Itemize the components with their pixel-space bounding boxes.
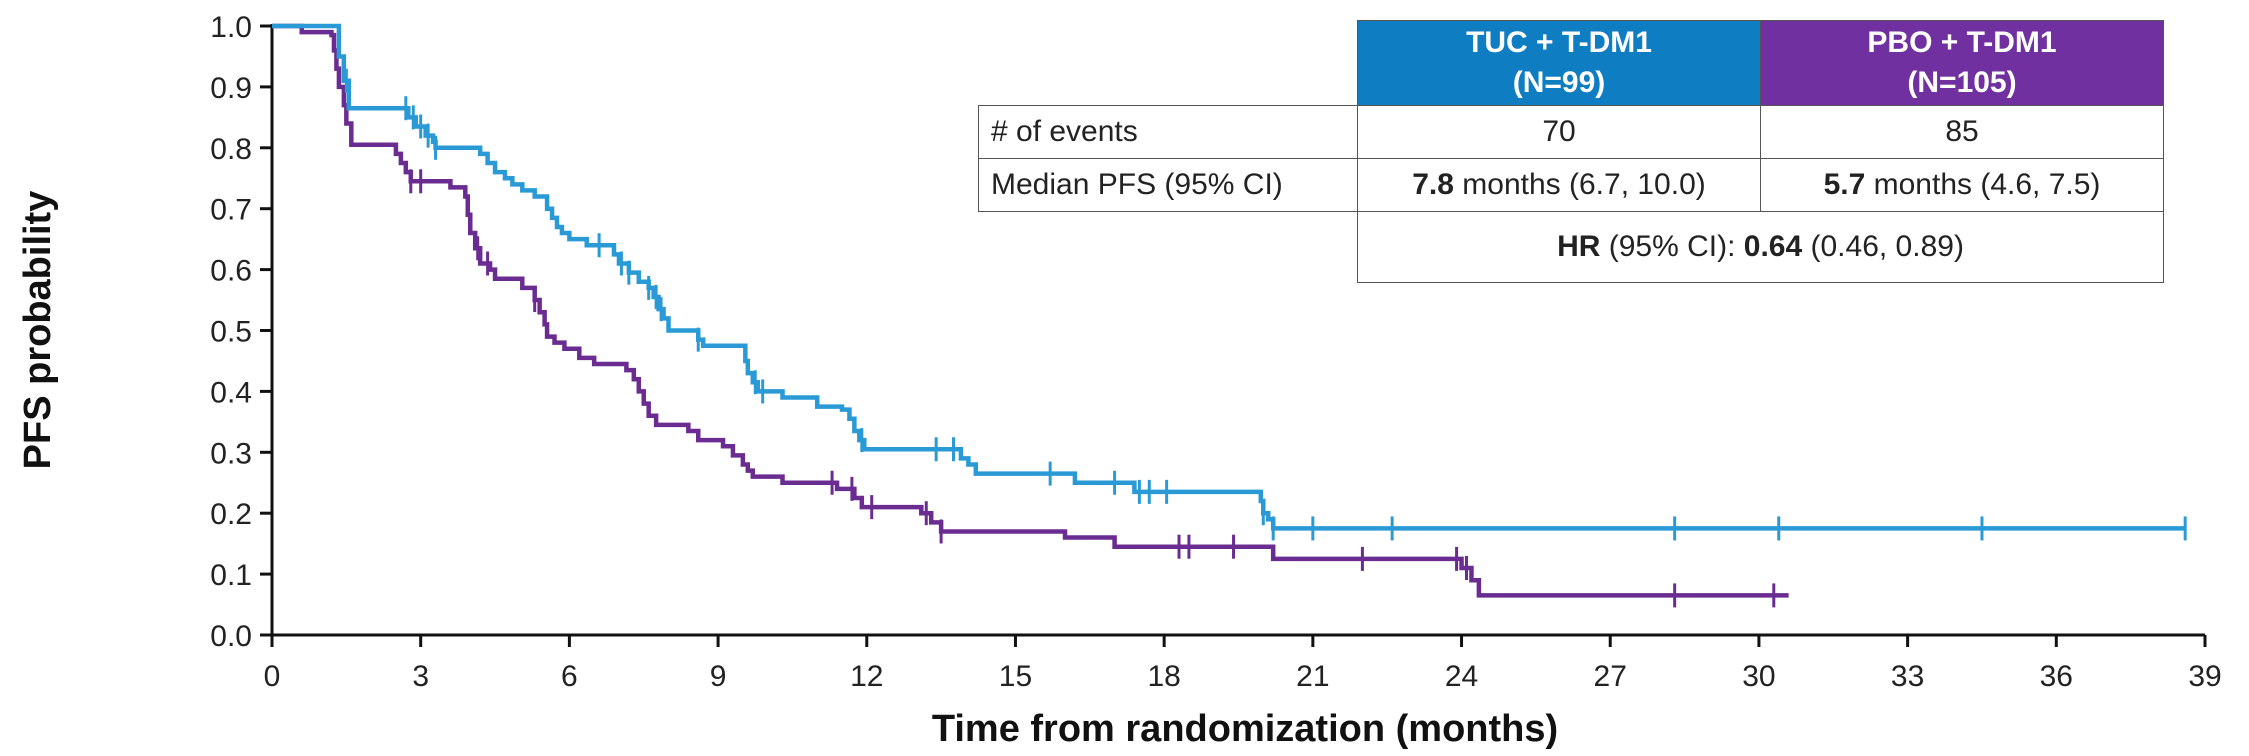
x-tick-label: 6 [561, 660, 578, 693]
median-label: Median PFS (95% CI) [978, 158, 1358, 212]
hr-blank [979, 212, 1358, 283]
arm-header-tuc-name: TUC + T-DM1 [1466, 26, 1652, 59]
x-tick-label: 3 [412, 660, 429, 693]
axes: 0 3 6 9 12 15 18 21 24 27 30 33 36 390.00.10.20.30.40… [210, 11, 2221, 693]
x-tick-label: 12 [850, 660, 883, 693]
arm-header-pbo: PBO + T-DM1 (N=105) [1760, 20, 2164, 106]
y-axis-title: PFS probability [17, 191, 59, 470]
x-tick-label: 15 [999, 660, 1032, 693]
y-tick-label: 0.5 [210, 316, 252, 349]
series-group [272, 23, 1789, 608]
y-tick-label: 0.0 [210, 620, 252, 653]
x-tick-label: 24 [1445, 660, 1478, 693]
y-tick-label: 1.0 [210, 11, 252, 44]
survival-curve [272, 23, 2186, 531]
median-tuc-value: 7.8 [1412, 168, 1454, 201]
arm-header-tuc-n: (N=99) [1512, 66, 1606, 99]
series-group [272, 23, 2187, 541]
table-row: Median PFS (95% CI) 7.8 months (6.7, 10.… [978, 158, 2164, 212]
y-tick-label: 0.4 [210, 376, 252, 409]
events-label: # of events [978, 105, 1358, 159]
table-corner-blank [979, 21, 1358, 106]
median-tuc: 7.8 months (6.7, 10.0) [1357, 158, 1761, 212]
hr-ci-label: (95% CI): [1600, 230, 1744, 263]
events-pbo: 85 [1760, 105, 2164, 159]
x-tick-label: 39 [2188, 660, 2221, 693]
arm-header-pbo-n: (N=105) [1907, 66, 2017, 99]
table-row: # of events 70 85 [978, 105, 2164, 159]
y-tick-label: 0.7 [210, 194, 252, 227]
median-tuc-ci: months (6.7, 10.0) [1453, 168, 1706, 201]
median-pbo-ci: months (4.6, 7.5) [1865, 168, 2101, 201]
x-tick-label: 33 [1891, 660, 1924, 693]
table-header-row: TUC + T-DM1 (N=99) PBO + T-DM1 (N=105) [979, 20, 2164, 106]
hazard-ratio: HR (95% CI): 0.64 (0.46, 0.89) [1357, 211, 2164, 283]
x-axis-title: Time from randomization (months) [932, 708, 1558, 750]
x-tick-label: 36 [2040, 660, 2073, 693]
median-pbo-value: 5.7 [1823, 168, 1866, 201]
series-layer [272, 23, 2187, 608]
y-tick-label: 0.3 [210, 437, 252, 470]
y-tick-label: 0.6 [210, 255, 252, 288]
arm-header-tuc: TUC + T-DM1 (N=99) [1357, 20, 1761, 106]
table-row: HR (95% CI): 0.64 (0.46, 0.89) [979, 211, 2164, 283]
y-tick-label: 0.1 [210, 559, 252, 592]
events-tuc: 70 [1357, 105, 1761, 159]
summary-table: TUC + T-DM1 (N=99) PBO + T-DM1 (N=105) #… [978, 20, 2164, 283]
y-tick-label: 0.9 [210, 72, 252, 105]
y-tick-label: 0.8 [210, 133, 252, 166]
hr-label: HR [1557, 230, 1601, 263]
hr-value: 0.64 [1743, 230, 1803, 263]
x-tick-label: 0 [264, 660, 281, 693]
x-tick-label: 30 [1742, 660, 1775, 693]
x-tick-label: 21 [1296, 660, 1329, 693]
arm-header-pbo-name: PBO + T-DM1 [1867, 26, 2057, 59]
x-tick-label: 18 [1147, 660, 1180, 693]
hr-ci: (0.46, 0.89) [1802, 230, 1964, 263]
x-tick-label: 27 [1594, 660, 1627, 693]
survival-curve [272, 23, 1789, 598]
y-tick-label: 0.2 [210, 498, 252, 531]
x-tick-label: 9 [710, 660, 727, 693]
median-pbo: 5.7 months (4.6, 7.5) [1760, 158, 2164, 212]
